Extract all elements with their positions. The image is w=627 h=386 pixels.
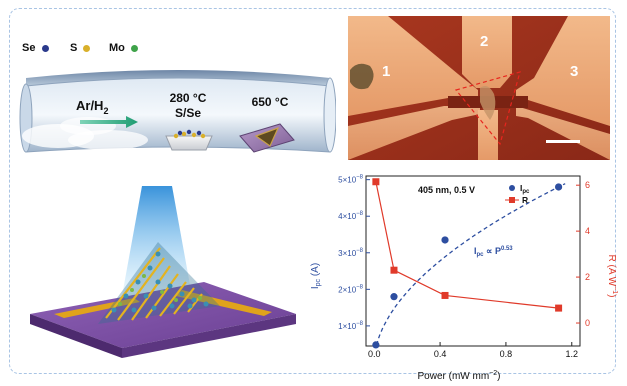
y-left-tick-label: 5×10−8 bbox=[338, 175, 364, 185]
electrode-1 bbox=[348, 16, 478, 116]
y-left-tick-label: 3×10−8 bbox=[338, 248, 364, 258]
light-beam bbox=[122, 186, 192, 296]
y-right-tick-label: 0 bbox=[585, 318, 590, 328]
panel-device-micrograph: 1 2 3 bbox=[348, 16, 610, 160]
y-left-tick-label: 2×10−8 bbox=[338, 284, 364, 294]
series-ipc-point bbox=[441, 236, 449, 244]
panel-photoresponse-chart: 0.0 0.4 0.8 1.2 1×10−8 2×10−8 3×10−8 4×10−8 5×10… bbox=[306, 166, 624, 382]
panel-device-3d-illustration bbox=[14, 186, 308, 370]
device-micrograph-image: 1 2 3 bbox=[348, 16, 610, 160]
electrode-2 bbox=[462, 16, 512, 88]
electrode-label-2: 2 bbox=[480, 33, 488, 50]
legend-r-label: R bbox=[522, 195, 528, 205]
x-tick-label: 0.0 bbox=[368, 349, 381, 359]
legend-r-marker bbox=[509, 197, 515, 203]
electrode-label-1: 1 bbox=[382, 63, 390, 80]
zone2-temp: 650 °C bbox=[252, 95, 289, 109]
electrode-3 bbox=[516, 16, 610, 126]
zone1-source: S/Se bbox=[175, 106, 201, 120]
gas-label: Ar/H2 bbox=[76, 98, 108, 116]
x-tick-label: 0.8 bbox=[500, 349, 513, 359]
series-r-point bbox=[441, 291, 449, 299]
series-r-line bbox=[375, 181, 559, 309]
gas-flow-arrow bbox=[80, 116, 138, 128]
photodetector-3d-render bbox=[30, 186, 296, 358]
flake-outline bbox=[454, 71, 521, 146]
chart-ylabel-right: R (A W−1) bbox=[606, 255, 618, 298]
series-ipc-point bbox=[555, 183, 563, 191]
y-left-tick-label: 1×10−8 bbox=[338, 321, 364, 331]
panel-cvd-schematic: Se S Mo bbox=[18, 18, 336, 170]
legend-mo-dot bbox=[130, 44, 138, 52]
chart-legend: Ipc R bbox=[505, 183, 530, 205]
series-r-point bbox=[555, 304, 563, 312]
zone1-temp: 280 °C bbox=[170, 91, 207, 105]
photoresponse-chart: 0.0 0.4 0.8 1.2 1×10−8 2×10−8 3×10−8 4×10−8 5×10… bbox=[310, 175, 618, 382]
legend-s-dot bbox=[83, 44, 91, 52]
flake-crack bbox=[480, 86, 496, 120]
x-tick-label: 1.2 bbox=[566, 349, 579, 359]
substrate-slab bbox=[30, 282, 296, 348]
scale-bar bbox=[546, 140, 580, 143]
series-r-point bbox=[390, 266, 398, 274]
electrode-label-3: 3 bbox=[570, 63, 578, 80]
plot-frame bbox=[365, 175, 581, 347]
legend-s-label: S bbox=[70, 42, 78, 54]
x-tick-label: 0.4 bbox=[434, 349, 447, 359]
figure-frame bbox=[9, 8, 616, 374]
y-left-tick-label: 4×10−8 bbox=[338, 211, 364, 221]
legend-mo: Mo bbox=[109, 42, 138, 54]
precursor-boat bbox=[165, 135, 213, 151]
flake-triangle bbox=[254, 126, 280, 147]
series-r-point bbox=[372, 178, 380, 186]
series-ipc-point bbox=[372, 341, 380, 349]
furnace-tube-illustration: Ar/H2 280 °C S/Se 650 °C bbox=[19, 70, 336, 153]
series-ipc-point bbox=[390, 293, 398, 301]
legend-se-label: Se bbox=[22, 42, 36, 54]
y-right-tick-label: 4 bbox=[585, 226, 590, 236]
y-right-tick-label: 6 bbox=[585, 180, 590, 190]
chart-fit-label: Ipc ∝ P0.53 bbox=[474, 246, 513, 258]
legend-s: S bbox=[70, 42, 91, 54]
chart-xlabel: Power (mW mm−2) bbox=[418, 370, 501, 381]
chart-ylabel-left: Ipc (A) bbox=[310, 263, 322, 289]
chart-annotation: 405 nm, 0.5 V bbox=[418, 185, 475, 195]
legend-mo-label: Mo bbox=[109, 42, 125, 54]
legend-ipc-marker bbox=[509, 185, 515, 191]
legend-se: Se bbox=[22, 42, 49, 54]
fit-curve bbox=[375, 183, 566, 346]
legend-se-dot bbox=[41, 44, 49, 52]
y-right-tick-label: 2 bbox=[585, 272, 590, 282]
legend-ipc-label: Ipc bbox=[520, 183, 530, 195]
